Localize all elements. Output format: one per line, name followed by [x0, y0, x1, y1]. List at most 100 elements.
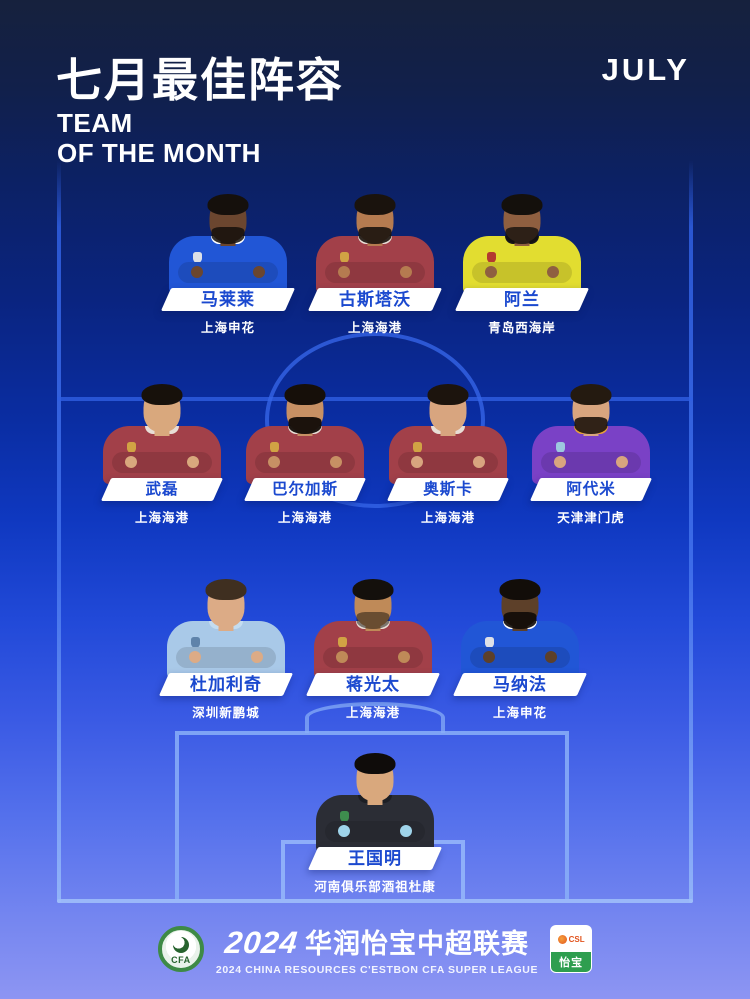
player-card: 古斯塔沃 上海海港: [300, 182, 450, 335]
avatar-hair: [354, 194, 396, 215]
avatar-head: [141, 384, 183, 432]
page-title: 七月最佳阵容: [56, 54, 344, 106]
cfa-logo: CFA: [157, 926, 204, 972]
club-crest-icon: [413, 442, 422, 453]
avatar-hand: [125, 456, 137, 468]
avatar-arms: [176, 647, 276, 668]
player-card: 奥斯卡 上海海港: [373, 372, 523, 525]
avatar-hand: [253, 266, 265, 278]
avatar-hand: [189, 651, 201, 663]
player-avatar: [447, 182, 597, 294]
avatar-beard: [503, 612, 537, 629]
avatar-hair: [352, 579, 394, 600]
league-name-cn: 华润怡宝中超联赛: [304, 929, 529, 959]
league-title-block: 2024 华润怡宝中超联赛 2024 CHINA RESOURCES C'EST…: [216, 922, 538, 976]
player-club: 青岛西海岸: [488, 321, 556, 335]
avatar-head: [207, 194, 249, 244]
avatar-hand: [473, 456, 485, 468]
club-crest-icon: [340, 811, 349, 822]
player-club: 上海海港: [420, 511, 475, 525]
player-club: 上海海港: [347, 321, 402, 335]
player-name-plate: 王国明: [307, 847, 443, 870]
avatar-glove: [338, 825, 350, 837]
avatar-head: [354, 194, 396, 244]
avatar-beard: [356, 612, 390, 629]
avatar-hand: [616, 456, 628, 468]
avatar-hair: [427, 384, 469, 405]
club-crest-icon: [127, 442, 136, 453]
avatar-head: [205, 579, 247, 627]
player-club: 上海海港: [345, 706, 400, 720]
avatar-arms: [472, 262, 572, 283]
player-name: 马莱莱: [201, 290, 255, 309]
pitch-center-circle: [265, 332, 485, 508]
avatar-hand: [251, 651, 263, 663]
avatar-hand: [554, 456, 566, 468]
player-name-plate: 奥斯卡: [386, 478, 510, 501]
player-name: 阿代米: [566, 481, 616, 498]
avatar-head: [284, 384, 326, 434]
player-name-plate: 马纳法: [452, 673, 588, 696]
player-club: 深圳新鹏城: [192, 706, 260, 720]
avatar-hand: [545, 651, 557, 663]
club-crest-icon: [191, 637, 200, 648]
avatar-head: [499, 579, 541, 629]
player-card: 阿代米 天津津门虎: [516, 372, 666, 525]
club-crest-icon: [485, 637, 494, 648]
player-club: 天津津门虎: [557, 511, 625, 525]
club-crest-icon: [193, 252, 202, 263]
league-year: 2024: [223, 925, 300, 960]
player-name: 王国明: [348, 849, 402, 868]
player-name: 武磊: [145, 481, 179, 498]
avatar-hand: [398, 651, 410, 663]
player-name-plate: 巴尔加斯: [243, 478, 367, 501]
player-club: 河南俱乐部酒祖杜康: [314, 880, 436, 894]
club-crest-icon: [487, 252, 496, 263]
pitch-sideline-left: [57, 160, 61, 903]
avatar-jersey: [167, 621, 285, 679]
player-card: 阿兰 青岛西海岸: [447, 182, 597, 335]
player-name: 阿兰: [504, 290, 540, 309]
avatar-beard: [358, 227, 392, 244]
avatar-beard: [359, 786, 392, 803]
avatar-head: [427, 384, 469, 432]
player-card: 武磊 上海海港: [87, 372, 237, 525]
csl-mark: CSL: [551, 926, 591, 952]
avatar-glove: [400, 825, 412, 837]
avatar-beard: [211, 227, 245, 244]
cestbon-label: 怡宝: [551, 952, 592, 972]
avatar-arms: [398, 452, 498, 473]
club-crest-icon: [556, 442, 565, 453]
avatar-hair: [354, 753, 396, 774]
player-name: 马纳法: [493, 675, 547, 694]
player-card: 巴尔加斯 上海海港: [230, 372, 380, 525]
player-avatar: [300, 182, 450, 294]
player-name-plate: 蒋光太: [305, 673, 441, 696]
subtitle-line1: TEAM: [57, 108, 133, 138]
avatar-arms: [178, 262, 278, 283]
player-avatar: [230, 372, 380, 484]
pitch-penalty-box: [175, 731, 569, 899]
avatar-arms: [325, 262, 425, 283]
pitch-goal-line: [57, 899, 693, 903]
player-card: 杜加利奇 深圳新鹏城: [151, 567, 301, 720]
player-name: 杜加利奇: [190, 675, 262, 694]
player-name-plate: 阿兰: [454, 288, 590, 311]
player-card: 蒋光太 上海海港: [298, 567, 448, 720]
club-crest-icon: [338, 637, 347, 648]
player-avatar: [151, 567, 301, 679]
avatar-hand: [483, 651, 495, 663]
avatar-beard: [574, 417, 608, 434]
pitch-penalty-arc: [305, 702, 445, 733]
avatar-hand: [191, 266, 203, 278]
player-name-plate: 阿代米: [529, 478, 653, 501]
pitch-sideline-right: [689, 160, 693, 903]
player-name-plate: 武磊: [100, 478, 224, 501]
avatar-hair: [501, 194, 543, 215]
month-label: JULY: [601, 52, 690, 87]
avatar-arms: [541, 452, 641, 473]
avatar-hand: [336, 651, 348, 663]
player-name: 古斯塔沃: [339, 290, 411, 309]
avatar-hand: [485, 266, 497, 278]
avatar-arms: [470, 647, 570, 668]
